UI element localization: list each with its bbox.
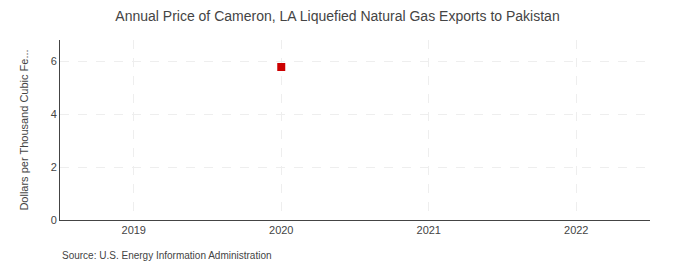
svg-text:2020: 2020 xyxy=(269,224,293,236)
svg-text:2019: 2019 xyxy=(122,224,146,236)
svg-text:2021: 2021 xyxy=(417,224,441,236)
svg-text:6: 6 xyxy=(51,55,57,67)
svg-text:4: 4 xyxy=(51,108,57,120)
svg-text:Dollars per Thousand Cubic Fe.: Dollars per Thousand Cubic Fe... xyxy=(18,49,30,210)
svg-text:Source: U.S. Energy Informatio: Source: U.S. Energy Information Administ… xyxy=(62,250,272,261)
svg-text:0: 0 xyxy=(51,214,57,226)
svg-text:Annual Price of Cameron, LA Li: Annual Price of Cameron, LA Liquefied Na… xyxy=(115,8,559,24)
svg-text:2: 2 xyxy=(51,161,57,173)
svg-text:2022: 2022 xyxy=(564,224,588,236)
